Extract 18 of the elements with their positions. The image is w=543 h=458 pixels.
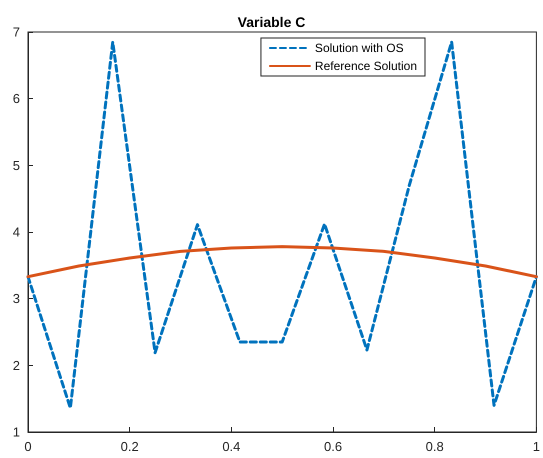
x-tick-label: 0 xyxy=(24,439,32,454)
y-tick-label: 3 xyxy=(12,291,20,306)
y-tick-label: 2 xyxy=(12,358,20,373)
x-tick-label: 0.6 xyxy=(324,439,342,454)
line-series xyxy=(26,245,538,278)
x-tick-label: 0.8 xyxy=(426,439,444,454)
y-tick-label: 5 xyxy=(12,158,20,173)
y-tick-label: 7 xyxy=(12,24,20,40)
y-tick-label: 1 xyxy=(12,424,20,440)
x-tick-label: 0.2 xyxy=(120,439,139,454)
x-tick-label: 1 xyxy=(532,439,540,454)
y-tick-label: 4 xyxy=(12,224,20,240)
x-tick-label: 0.4 xyxy=(222,439,240,454)
chart-title: Variable C xyxy=(238,14,306,30)
legend-label: Solution with OS xyxy=(314,41,404,55)
y-tick-label: 6 xyxy=(12,91,20,106)
legend-label: Reference Solution xyxy=(314,59,418,73)
line-series xyxy=(26,40,538,410)
